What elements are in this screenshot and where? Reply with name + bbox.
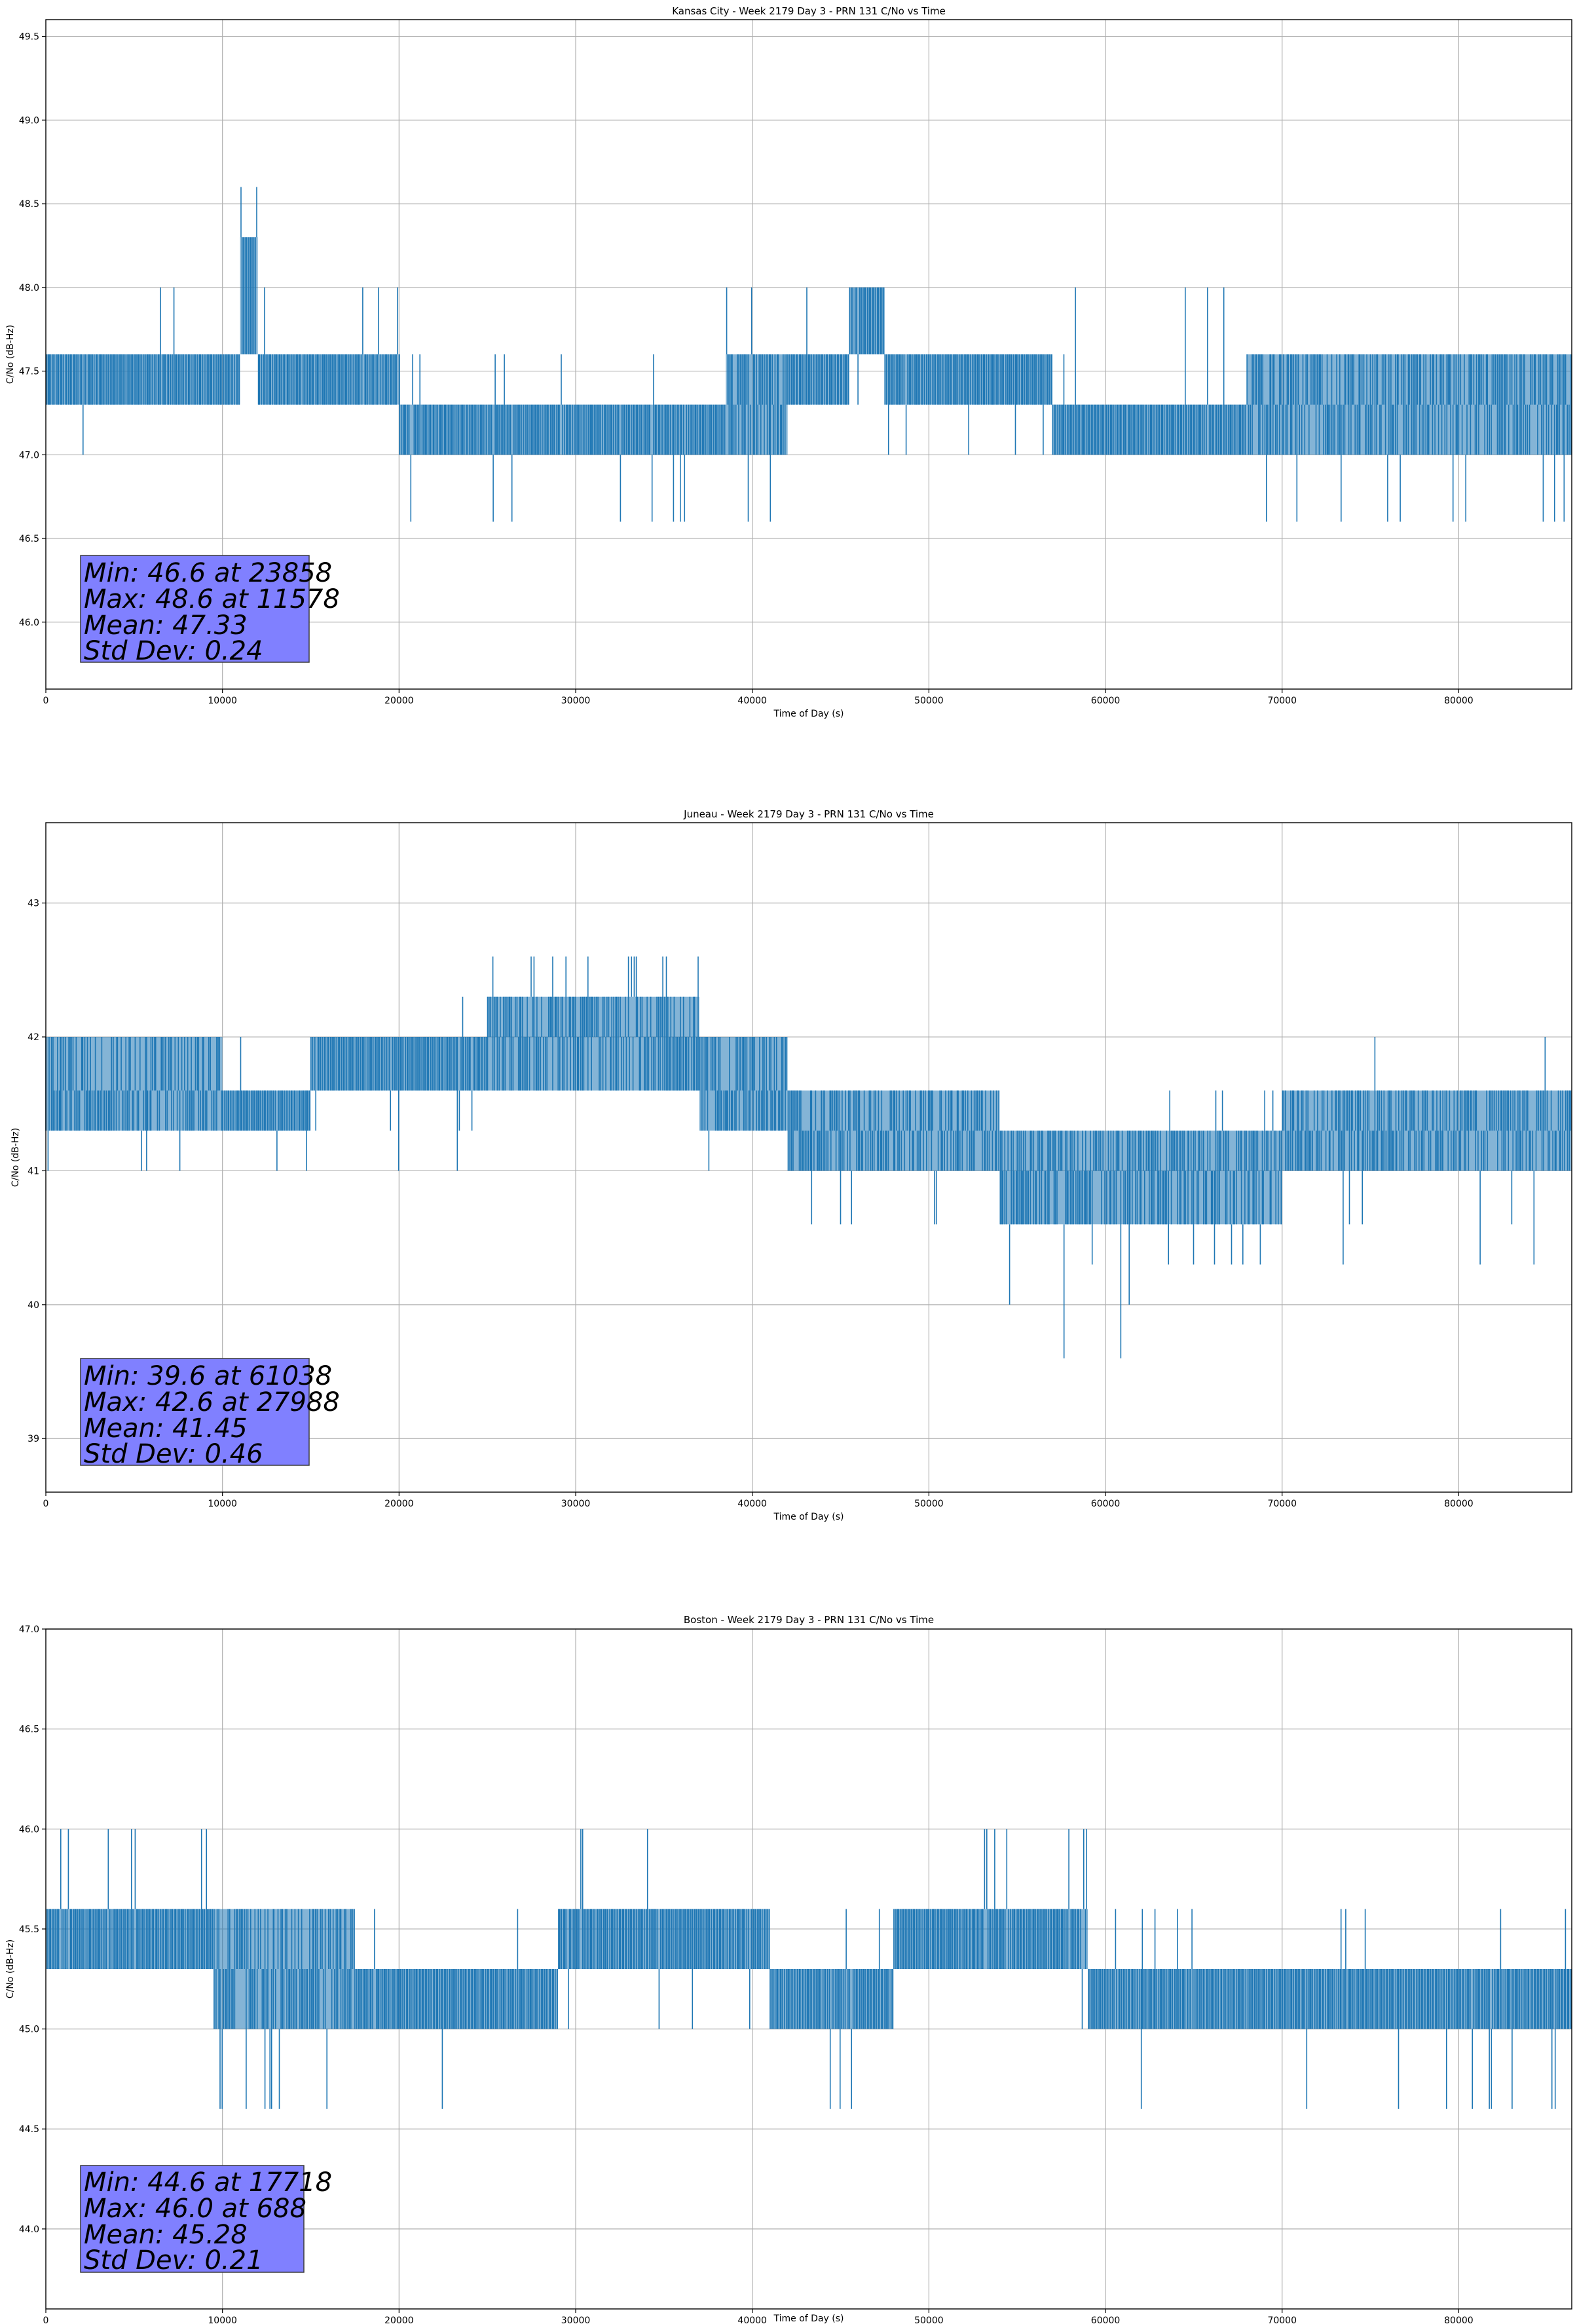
x-tick-label: 40000 [737,2315,767,2324]
x-tick-label: 30000 [561,2315,591,2324]
y-tick-label: 47.5 [19,367,39,377]
cno-series [45,956,1572,1359]
y-tick-label: 48.0 [19,283,39,293]
stats-std: Std Dev: 0.21 [84,2245,263,2276]
x-tick-label: 70000 [1267,2315,1297,2324]
x-tick-label: 80000 [1444,696,1474,706]
kansas-city-chart: 0 10000 20000 30000 40000 50000 60000 70000 8000… [5,5,1572,719]
y-tick-label: 43 [28,899,39,909]
chart-title: Kansas City - Week 2179 Day 3 - PRN 131 … [672,5,946,17]
series-line [45,956,1572,1359]
x-tick-label: 60000 [1091,1499,1121,1509]
stats-mean: Mean: 45.28 [84,2220,248,2250]
x-tick-label: 40000 [737,696,767,706]
y-tick-label: 46.0 [19,618,39,628]
cno-series [46,187,1572,522]
x-tick-label: 70000 [1267,1499,1297,1509]
x-tick-label: 10000 [208,2315,237,2324]
x-tick-label: 30000 [561,1499,591,1509]
y-tick-label: 49.0 [19,115,39,126]
x-tick-label: 60000 [1091,2315,1121,2324]
y-tick-label: 40 [28,1300,39,1311]
y-tick-label: 42 [28,1032,39,1043]
y-tick-label: 46.5 [19,1725,39,1735]
y-tick-label: 46.5 [19,534,39,544]
y-tick-label: 47.0 [19,1624,39,1635]
stats-max: Max: 48.6 at 11578 [84,584,340,614]
stats-max: Max: 46.0 at 688 [84,2194,306,2224]
x-tick-label: 0 [43,1499,49,1509]
y-tick-label: 41 [28,1166,39,1176]
x-tick-label: 10000 [208,1499,237,1509]
x-tick-label: 50000 [914,1499,944,1509]
x-tick-label: 50000 [914,696,944,706]
stats-std: Std Dev: 0.24 [84,636,263,666]
series-line [46,187,1572,522]
x-tick-label: 0 [43,2315,49,2324]
chart-title: Juneau - Week 2179 Day 3 - PRN 131 C/No … [683,808,934,820]
plot-frame [45,822,1572,1493]
stats-mean: Mean: 47.33 [84,610,248,641]
stats-box-background [80,1358,310,1466]
y-tick-label: 47.0 [19,450,39,460]
x-tick-label: 20000 [384,2315,414,2324]
x-tick-label: 80000 [1444,1499,1474,1509]
boston-chart: 0 10000 20000 30000 40000 50000 60000 70000 8000… [5,1614,1572,2324]
stats-std: Std Dev: 0.46 [84,1439,263,1469]
x-tick-label: 20000 [384,696,414,706]
x-tick-label: 30000 [561,696,591,706]
y-tick-label: 44.5 [19,2124,39,2135]
y-tick-label: 45.0 [19,2025,39,2035]
stats-mean: Mean: 41.45 [84,1414,248,1444]
x-tick-label: 20000 [384,1499,414,1509]
stats-min: Min: 44.6 at 17718 [84,2167,332,2198]
x-tick-label: 60000 [1091,696,1121,706]
stats-max: Max: 42.6 at 27988 [84,1387,340,1417]
juneau-chart: 0 10000 20000 30000 40000 50000 60000 70000 8000… [10,808,1572,1522]
y-tick-label: 44.0 [19,2224,39,2235]
y-tick-label: 46.0 [19,1824,39,1835]
x-axis-label: Time of Day (s) [773,1512,844,1522]
y-tick-label: 48.5 [19,199,39,210]
x-tick-label: 0 [43,696,49,706]
stats-box-background [80,555,310,663]
y-tick-label: 45.5 [19,1924,39,1935]
x-axis-label: Time of Day (s) [773,709,844,719]
x-axis-label: Time of Day (s) [773,2314,844,2324]
x-tick-label: 50000 [914,2315,944,2324]
y-tick-label: 49.5 [19,32,39,43]
cno-series [45,1829,1572,2109]
stats-min: Min: 46.6 at 23858 [84,558,332,588]
x-tick-label: 70000 [1267,696,1297,706]
y-axis-label: C/No (dB-Hz) [10,1128,21,1187]
chart-title: Boston - Week 2179 Day 3 - PRN 131 C/No … [684,1614,934,1626]
plot-frame [45,1628,1572,2310]
stats-box-background [80,2165,305,2273]
y-axis-label: C/No (dB-Hz) [5,1940,16,1998]
stats-min: Min: 39.6 at 61038 [84,1361,332,1391]
x-tick-label: 40000 [737,1499,767,1509]
x-tick-label: 80000 [1444,2315,1474,2324]
y-tick-label: 39 [28,1434,39,1444]
plot-frame [45,19,1572,690]
y-axis-label: C/No (dB-Hz) [5,325,16,384]
x-tick-label: 10000 [208,696,237,706]
